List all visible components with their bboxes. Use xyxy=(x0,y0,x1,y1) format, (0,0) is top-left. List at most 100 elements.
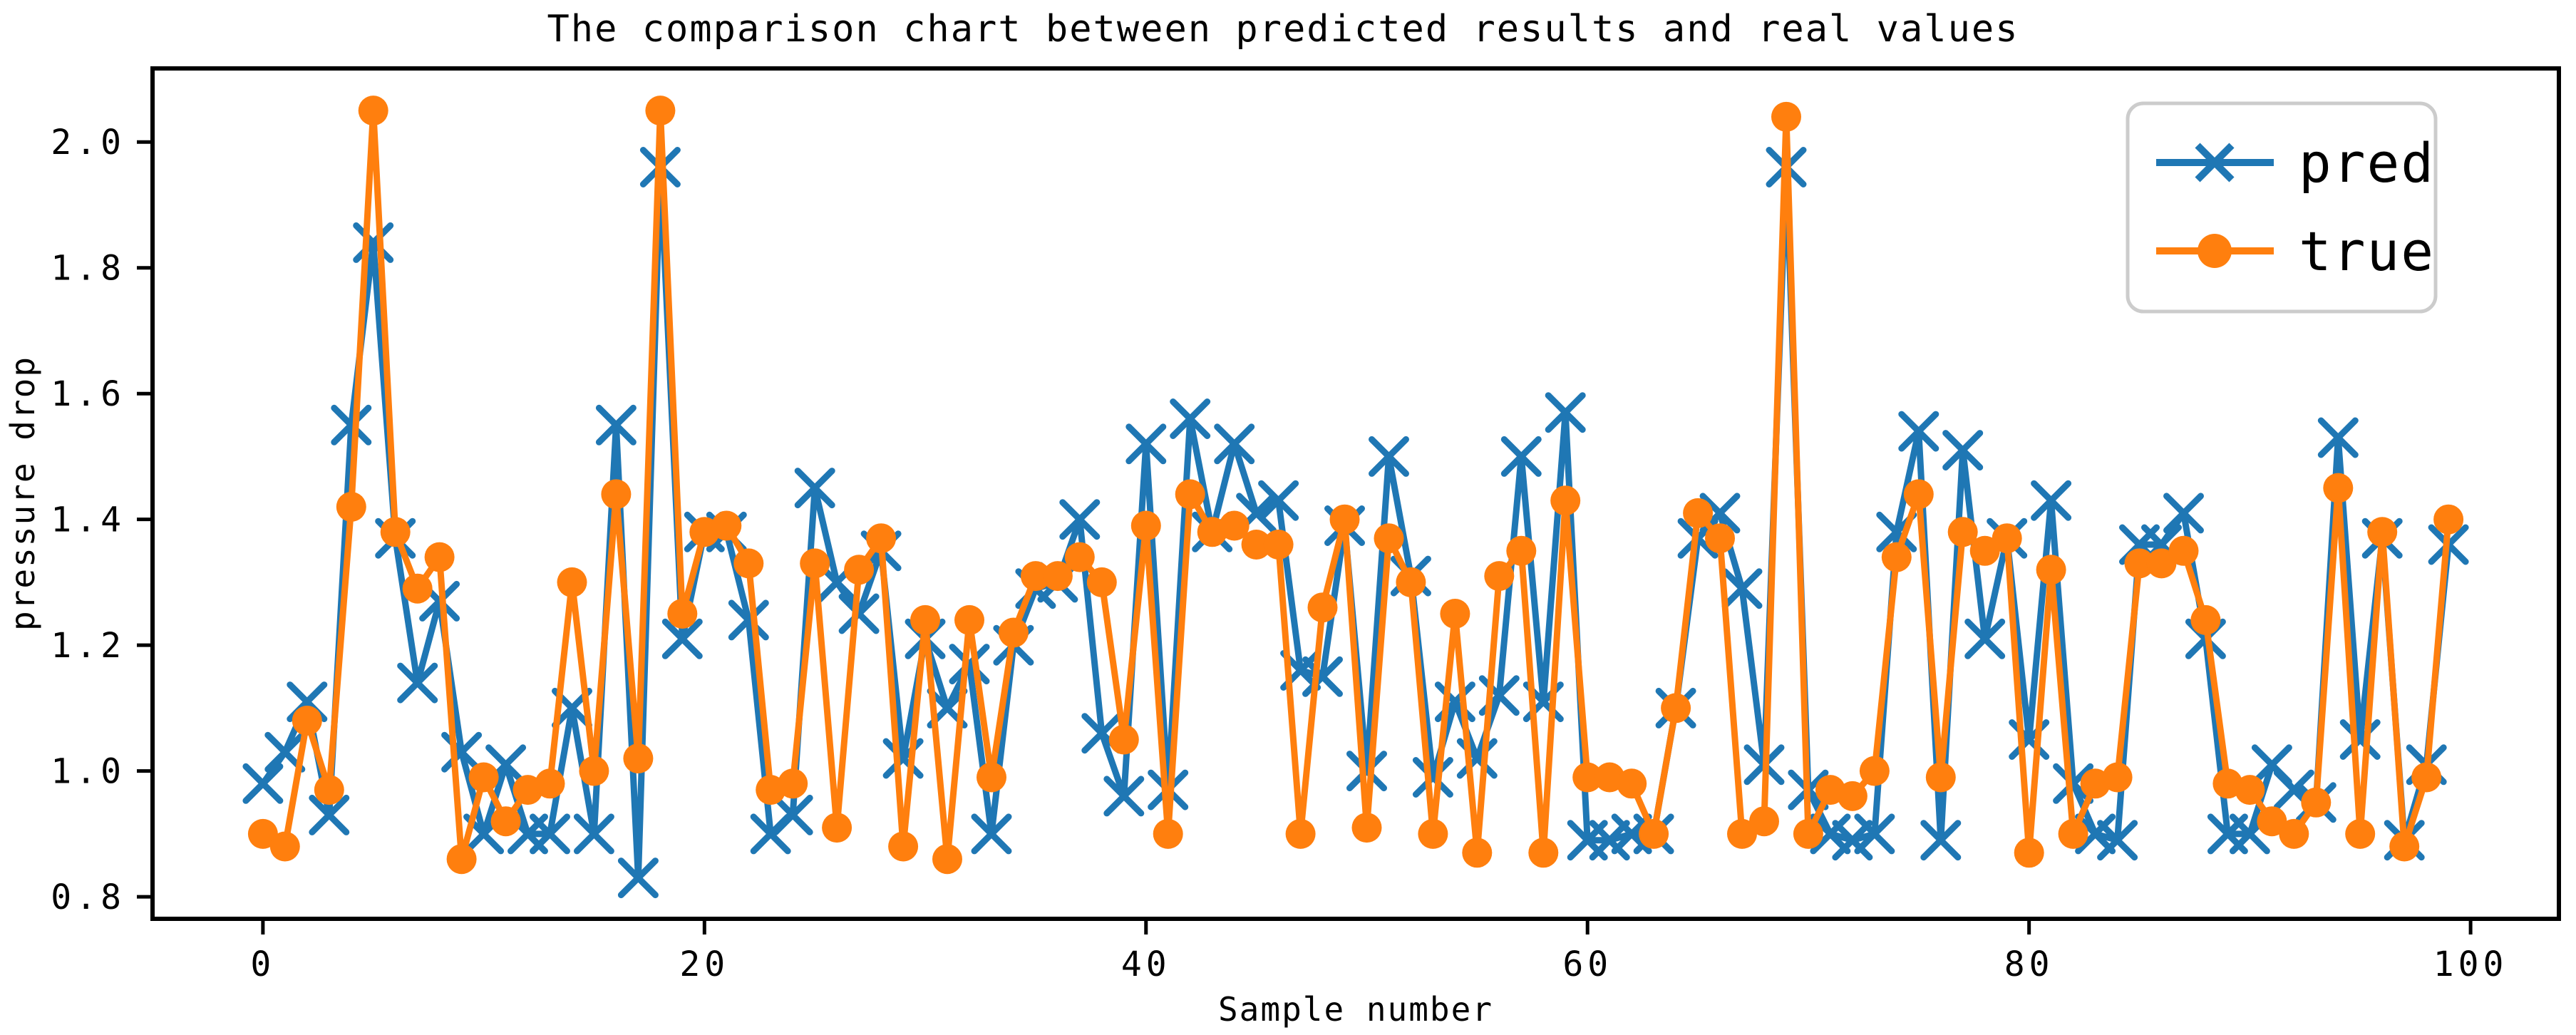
pred-x-marker-icon xyxy=(772,794,813,835)
true-dot-marker-icon xyxy=(1903,479,1934,510)
true-dot-marker-icon xyxy=(1683,498,1714,528)
true-dot-marker-icon xyxy=(2257,806,2287,837)
pred-x-marker-icon xyxy=(2031,480,2072,521)
true-dot-marker-icon xyxy=(1418,818,1448,849)
true-dot-marker-icon xyxy=(1969,535,2000,566)
true-dot-marker-icon xyxy=(2367,517,2398,547)
true-dot-marker-icon xyxy=(1285,818,1316,849)
true-dot-marker-icon xyxy=(1153,818,1183,849)
true-dot-marker-icon xyxy=(822,813,852,843)
pred-x-marker-icon xyxy=(1412,757,1453,798)
true-dot-marker-icon xyxy=(1771,101,1801,132)
legend-label-true: true xyxy=(2299,220,2435,283)
true-dot-marker-icon xyxy=(1351,813,1382,843)
true-dot-marker-icon xyxy=(998,617,1029,648)
pred-x-marker-icon xyxy=(1302,656,1343,697)
pred-x-marker-icon xyxy=(1964,618,2006,659)
true-dot-marker-icon xyxy=(2279,818,2309,849)
true-dot-marker-icon xyxy=(733,548,764,579)
true-dot-marker-icon xyxy=(468,762,499,793)
y-tick-label: 1.6 xyxy=(51,374,125,414)
true-dot-marker-icon xyxy=(1925,762,1956,793)
true-dot-marker-icon xyxy=(1020,561,1051,592)
true-dot-marker-icon xyxy=(1992,523,2022,554)
true-dot-marker-icon xyxy=(1086,567,1117,597)
pred-x-marker-icon xyxy=(353,222,394,263)
pred-x-marker-icon xyxy=(949,644,990,685)
true-dot-marker-icon xyxy=(446,844,477,875)
true-dot-marker-icon xyxy=(954,604,984,635)
x-tick-label: 40 xyxy=(1121,944,1171,984)
true-dot-marker-icon xyxy=(1307,592,1338,623)
true-dot-marker-icon xyxy=(866,523,897,554)
true-dot-marker-icon xyxy=(490,806,521,837)
pred-x-marker-icon xyxy=(1500,436,1542,477)
true-dot-marker-icon xyxy=(800,548,830,579)
true-dot-marker-icon xyxy=(314,775,344,805)
pred-x-marker-icon xyxy=(2097,820,2138,861)
true-markers xyxy=(247,96,2464,875)
pred-x-marker-icon xyxy=(1125,423,1167,465)
true-dot-marker-icon xyxy=(2198,234,2232,268)
y-axis-label: pressure drop xyxy=(4,356,42,631)
true-dot-marker-icon xyxy=(2411,762,2442,793)
true-dot-marker-icon xyxy=(2014,838,2044,868)
true-dot-marker-icon xyxy=(1705,523,1735,554)
true-dot-marker-icon xyxy=(2433,504,2464,535)
pred-x-marker-icon xyxy=(1170,398,1211,439)
axis-ticks: 0.8 1.0 1.2 1.4 1.6 1.8 2.0 0 20 40 60 80 100 xyxy=(51,123,2508,984)
pred-x-marker-icon xyxy=(242,763,284,804)
true-dot-marker-icon xyxy=(2389,831,2420,862)
true-dot-marker-icon xyxy=(1108,724,1139,755)
true-dot-marker-icon xyxy=(601,479,632,510)
true-dot-marker-icon xyxy=(292,706,322,736)
pred-x-marker-icon xyxy=(530,813,570,855)
true-dot-marker-icon xyxy=(269,831,300,862)
true-dot-marker-icon xyxy=(778,768,808,799)
pred-x-marker-icon xyxy=(573,813,614,855)
true-dot-marker-icon xyxy=(1374,523,1404,554)
true-line xyxy=(259,107,2452,862)
plot-area: 0.8 1.0 1.2 1.4 1.6 1.8 2.0 0 20 40 60 80 100 xyxy=(51,96,2508,984)
true-dot-marker-icon xyxy=(535,768,565,799)
true-dot-marker-icon xyxy=(2345,818,2376,849)
true-dot-marker-icon xyxy=(932,844,962,875)
pred-x-marker-icon xyxy=(728,599,769,641)
pred-x-marker-icon xyxy=(595,404,637,446)
pred-x-marker-icon xyxy=(2339,719,2381,760)
true-dot-marker-icon xyxy=(402,573,433,604)
x-tick-label: 100 xyxy=(2433,944,2508,984)
true-dot-marker-icon xyxy=(1528,838,1559,868)
plot-border xyxy=(150,66,2561,921)
true-dot-marker-icon xyxy=(1329,504,1360,535)
pred-x-marker-icon xyxy=(309,794,350,835)
y-tick-label: 1.8 xyxy=(51,249,125,289)
pred-x-marker-icon xyxy=(2053,763,2094,804)
legend-label-pred: pred xyxy=(2299,131,2435,195)
y-tick-label: 1.4 xyxy=(51,500,125,540)
true-dot-marker-icon xyxy=(1661,693,1691,724)
true-dot-marker-icon xyxy=(1727,818,1757,849)
x-tick-label: 0 xyxy=(250,944,275,984)
y-tick-label: 1.2 xyxy=(51,626,125,666)
true-dot-marker-icon xyxy=(2102,762,2133,793)
true-dot-marker-icon xyxy=(1947,517,1978,547)
true-dot-marker-icon xyxy=(2146,548,2177,579)
true-dot-marker-icon xyxy=(667,599,698,629)
true-dot-marker-icon xyxy=(336,492,366,522)
true-dot-marker-icon xyxy=(2190,604,2221,635)
y-tick-label: 2.0 xyxy=(51,123,125,163)
true-dot-marker-icon xyxy=(645,96,676,126)
true-dot-marker-icon xyxy=(1859,756,1890,786)
x-tick-label: 20 xyxy=(679,944,729,984)
pred-x-marker-icon xyxy=(2163,493,2204,534)
pred-x-marker-icon xyxy=(1346,751,1387,792)
pred-x-marker-icon xyxy=(1369,436,1409,477)
pred-x-marker-icon xyxy=(1832,820,1873,861)
pred-x-marker-icon xyxy=(1589,820,1630,861)
true-dot-marker-icon xyxy=(711,510,742,541)
pred-x-marker-icon xyxy=(1258,480,1299,521)
pred-x-marker-icon xyxy=(1214,423,1255,465)
